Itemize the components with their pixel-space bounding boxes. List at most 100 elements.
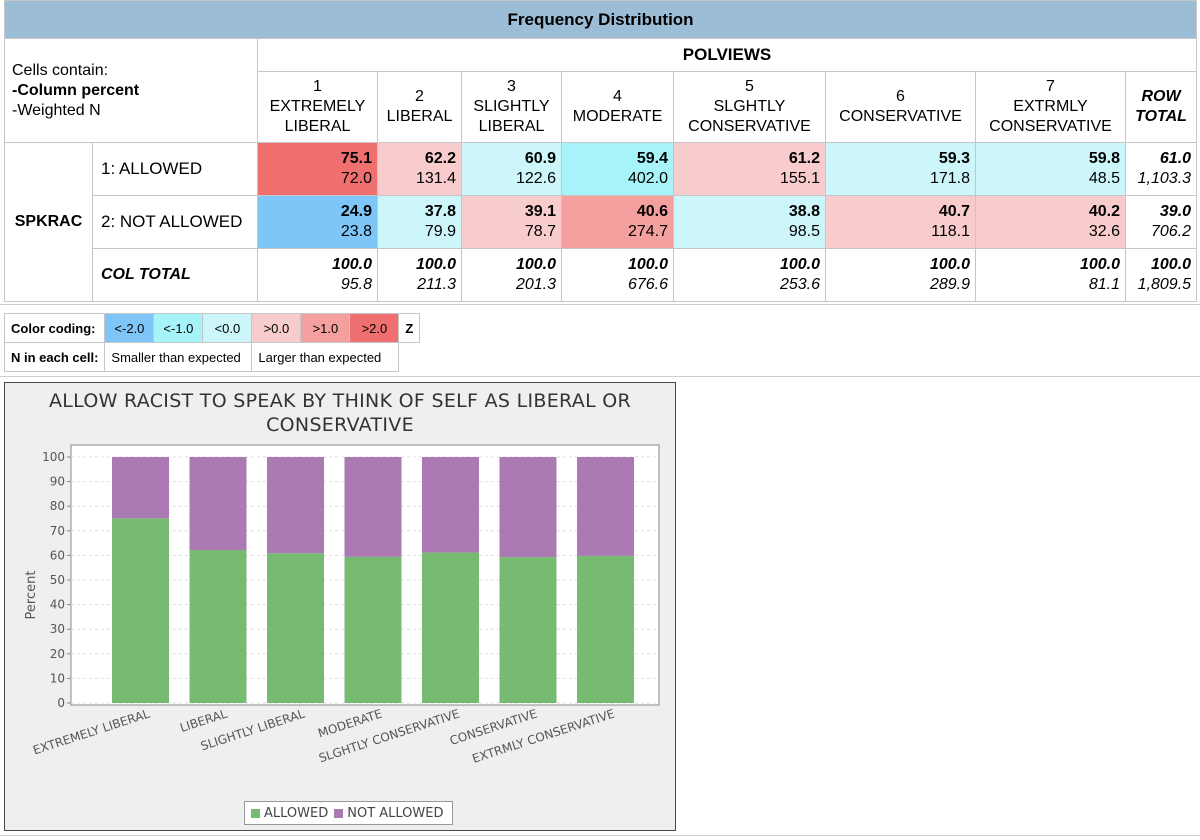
cell-weighted-n: 402.0 <box>627 170 668 187</box>
table-cell: 59.3 171.8 <box>825 142 976 196</box>
legend-label: ALLOWED <box>264 805 329 821</box>
cell-weighted-n: 78.7 <box>524 223 556 240</box>
cell-percent: 100.0 <box>515 256 556 273</box>
y-tick-label: 30 <box>50 622 65 636</box>
table-cell: 60.9 122.6 <box>461 142 562 196</box>
column-header-text: 3 <box>507 78 516 95</box>
table-cell: 37.8 79.9 <box>377 195 462 249</box>
cell-weighted-n: 676.6 <box>627 276 668 293</box>
table-cell: 61.2 155.1 <box>673 142 826 196</box>
bar-not-allowed <box>344 457 402 557</box>
color-swatch: >0.0 <box>251 313 302 343</box>
smaller-than-expected: Smaller than expected <box>104 342 253 372</box>
color-swatch: <-1.0 <box>153 313 204 343</box>
column-header-text: 2 <box>415 88 424 105</box>
grand-total-cell: 100.0 1,809.5 <box>1124 248 1198 302</box>
cell-weighted-n: 253.6 <box>779 276 820 293</box>
cell-percent: 40.7 <box>938 203 970 220</box>
x-tick-label: EXTRMLY CONSERVATIVE <box>470 707 616 766</box>
column-header-text: SLGHTLY <box>713 98 786 115</box>
column-header-4: 4 MODERATE <box>561 71 674 143</box>
col-total-cell: 100.0 81.1 <box>975 248 1126 302</box>
cell-percent: 24.9 <box>340 203 372 220</box>
column-header-text: EXTREMELY <box>269 98 366 115</box>
bar-allowed <box>577 555 634 703</box>
cell-percent: 75.1 <box>340 150 372 167</box>
cell-percent: 61.0 <box>1159 150 1192 167</box>
z-label: Z <box>398 313 421 343</box>
column-header-text: MODERATE <box>572 108 663 125</box>
column-header-text: LIBERAL <box>386 108 453 125</box>
cell-weighted-n: 274.7 <box>627 223 668 240</box>
column-header-text: 7 <box>1046 78 1055 95</box>
cell-percent: 60.9 <box>524 150 556 167</box>
cell-percent: 40.2 <box>1088 203 1120 220</box>
column-header-text: CONSERVATIVE <box>989 118 1112 135</box>
column-header-5: 5 SLGHTLY CONSERVATIVE <box>673 71 826 143</box>
y-tick-label: 40 <box>50 598 65 612</box>
legend-item: ALLOWED <box>249 806 328 821</box>
column-header-text: EXTRMLY <box>1013 98 1088 115</box>
cell-weighted-n: 122.6 <box>515 170 556 187</box>
column-header-3: 3 SLIGHTLY LIBERAL <box>461 71 562 143</box>
cell-percent: 59.8 <box>1088 150 1120 167</box>
table-cell: 38.8 98.5 <box>673 195 826 249</box>
table-cell: 40.2 32.6 <box>975 195 1126 249</box>
bar-allowed <box>267 553 324 703</box>
cell-percent: 100.0 <box>415 256 456 273</box>
cell-percent: 100.0 <box>1151 256 1192 273</box>
row-variable-header: SPKRAC <box>4 142 93 302</box>
legend-swatch <box>251 808 260 818</box>
bar-not-allowed <box>577 457 634 556</box>
col-total-cell: 100.0 95.8 <box>257 248 378 302</box>
bar-not-allowed <box>112 457 169 519</box>
column-header-6: 6 CONSERVATIVE <box>825 71 976 143</box>
cell-percent: 100.0 <box>627 256 668 273</box>
table-cell: 75.1 72.0 <box>257 142 378 196</box>
cells-contain-line1: Cells contain: <box>12 61 109 79</box>
cell-weighted-n: 211.3 <box>417 276 456 293</box>
row-total-cell: 61.0 1,103.3 <box>1124 142 1198 196</box>
bar-not-allowed <box>499 457 557 558</box>
y-tick-label: 70 <box>50 524 65 538</box>
cell-weighted-n: 171.8 <box>929 170 970 187</box>
row-total-header: ROW TOTAL <box>1124 71 1198 143</box>
stacked-bar-chart: ALLOW RACIST TO SPEAK BY THINK OF SELF A… <box>4 382 676 831</box>
table-title: Frequency Distribution <box>3 0 1198 39</box>
col-total-cell: 100.0 201.3 <box>461 248 562 302</box>
cell-weighted-n: 79.9 <box>424 223 456 240</box>
cell-percent: 100.0 <box>779 256 820 273</box>
column-header-text: 4 <box>613 88 622 105</box>
column-header-text: CONSERVATIVE <box>839 108 962 125</box>
table-cell: 62.2 131.4 <box>377 142 462 196</box>
legend-label: NOT ALLOWED <box>347 805 444 821</box>
col-total-cell: 100.0 253.6 <box>673 248 826 302</box>
cell-weighted-n: 201.3 <box>515 276 556 293</box>
cells-contain-note: Cells contain: -Column percent -Weighted… <box>4 38 258 143</box>
bar-not-allowed <box>267 457 324 554</box>
cell-percent: 62.2 <box>424 150 456 167</box>
bar-allowed <box>344 556 402 703</box>
y-tick-label: 90 <box>50 475 65 489</box>
x-tick-label: SLGHTLY CONSERVATIVE <box>317 707 461 766</box>
cell-percent: 59.3 <box>938 150 970 167</box>
cell-percent: 61.2 <box>788 150 820 167</box>
y-tick-label: 60 <box>50 548 65 562</box>
chart-svg: ALLOW RACIST TO SPEAK BY THINK OF SELF A… <box>24 390 660 766</box>
cell-weighted-n: 48.5 <box>1088 170 1120 187</box>
row-label: 1: ALLOWED <box>92 142 258 196</box>
y-tick-label: 20 <box>50 647 65 661</box>
column-variable-header: POLVIEWS <box>256 38 1198 72</box>
cell-weighted-n: 289.9 <box>929 276 970 293</box>
table-cell: 39.1 78.7 <box>461 195 562 249</box>
column-header-1: 1 EXTREMELY LIBERAL <box>257 71 378 143</box>
column-header-2: 2 LIBERAL <box>377 71 462 143</box>
n-in-cell-label: N in each cell: <box>3 342 106 372</box>
column-header-text: CONSERVATIVE <box>688 118 811 135</box>
col-total-label: COL TOTAL <box>92 248 258 302</box>
cells-contain-line3: -Weighted N <box>12 101 101 119</box>
y-tick-label: 100 <box>42 450 65 464</box>
bar-allowed <box>499 557 557 703</box>
larger-than-expected: Larger than expected <box>251 342 400 372</box>
cell-weighted-n: 32.6 <box>1088 223 1120 240</box>
